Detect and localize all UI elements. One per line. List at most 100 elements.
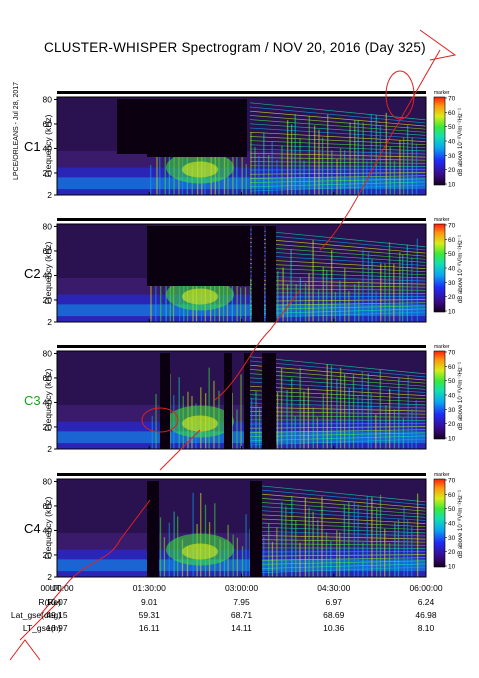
- y-tick-label: 80: [43, 221, 53, 231]
- colorbar-tick-label: 70: [448, 478, 456, 485]
- emission-stripe: [394, 522, 396, 577]
- harmonic-line: [249, 547, 427, 549]
- harmonic-lines: [249, 484, 427, 574]
- emission-stripe: [291, 377, 293, 449]
- colorbar-label: dB above 10⁻⁸V²m⁻²Hz⁻¹: [457, 108, 464, 176]
- harmonic-line: [249, 390, 427, 400]
- y-tick-label: 60: [43, 373, 53, 383]
- emission-stripe: [254, 146, 256, 195]
- stamp-letter-o: [385, 70, 415, 120]
- low-frequency-band: [57, 559, 426, 572]
- ephemeris-row: UT 00:00:00 01:30:00 03:00:00 04:30:00 06:00:…: [0, 583, 479, 595]
- emission-stripe: [361, 371, 363, 449]
- harmonic-line: [249, 169, 427, 171]
- harmonic-line: [249, 373, 427, 387]
- harmonic-line: [249, 492, 427, 509]
- emission-stripe: [384, 263, 386, 322]
- emission-stripe: [299, 542, 301, 577]
- emission-stripe: [151, 415, 153, 449]
- emission-stripe: [163, 537, 166, 577]
- harmonic-line: [249, 530, 427, 537]
- emission-stripe: [357, 119, 359, 195]
- colorbar-header: marker: [434, 344, 450, 350]
- emission-stripe: [236, 274, 238, 322]
- colorbar-tick-label: 30: [448, 535, 456, 542]
- ephemeris-value: 06:00:00: [409, 583, 443, 593]
- emission-stripe: [388, 542, 391, 577]
- panel-c4: 2 20 40 60 80 C4 Frequency (kHz) marker 10 20 30 40…: [24, 472, 464, 582]
- colorbar-tick-label: 50: [448, 506, 456, 513]
- emission-stripe: [330, 365, 333, 449]
- colorbar-tick-label: 60: [448, 237, 456, 244]
- harmonic-line: [249, 557, 427, 561]
- data-gap: [262, 353, 276, 449]
- ephemeris-value: 46.98: [415, 610, 437, 620]
- ephemeris-value: 59.31: [138, 610, 160, 620]
- colorbar: [433, 350, 446, 440]
- emission-stripe: [322, 266, 324, 322]
- ephemeris-value: 68.69: [323, 610, 345, 620]
- emission-stripe: [348, 290, 350, 322]
- emission-stripe: [263, 132, 265, 195]
- intense-emission-core: [182, 415, 218, 432]
- colorbar-tick-label: 20: [448, 421, 456, 428]
- harmonic-line: [249, 497, 427, 512]
- emission-stripe: [281, 145, 283, 195]
- emission-stripe: [357, 504, 359, 577]
- y-tick-label: 40: [43, 143, 53, 153]
- data-gap: [250, 481, 262, 577]
- emission-stripe: [393, 409, 396, 449]
- data-gap: [147, 226, 250, 286]
- emission-stripe: [299, 367, 301, 449]
- y-tick-label: 2: [47, 317, 52, 327]
- spectrogram-upper-band: [57, 479, 426, 533]
- data-gap: [244, 353, 250, 449]
- emission-stripe: [327, 114, 329, 195]
- y-axis-label: Frequency (kHz): [43, 114, 53, 177]
- colorbar-tick-label: 60: [448, 110, 456, 117]
- y-axis-label: Frequency (kHz): [43, 368, 53, 431]
- harmonic-lines: [249, 102, 427, 192]
- emission-stripe: [307, 387, 310, 449]
- emission-stripe: [232, 534, 234, 577]
- harmonic-line: [249, 429, 427, 433]
- emission-stripe: [286, 389, 288, 449]
- emission-stripe: [336, 378, 338, 449]
- harmonic-line: [249, 305, 427, 310]
- emission-stripe: [304, 282, 307, 322]
- emission-stripe: [227, 158, 229, 195]
- panel-label-c3: C3: [24, 393, 41, 408]
- emission-stripe: [312, 240, 314, 322]
- harmonic-line: [249, 275, 427, 282]
- emission-stripe: [399, 140, 401, 195]
- harmonic-line: [249, 175, 427, 179]
- harmonic-line: [249, 178, 427, 183]
- emission-stripe: [276, 159, 278, 195]
- stamp-stroke: [19, 49, 441, 641]
- ephemeris-row: Lat_gse(deg) 49.15 59.31 68.71 68.69 46.98: [0, 610, 479, 622]
- harmonic-line: [249, 110, 427, 127]
- colorbar-tick-label: 70: [448, 223, 456, 230]
- emission-stripe: [331, 250, 333, 322]
- harmonic-line: [249, 267, 427, 276]
- colorbar-tick-label: 50: [448, 124, 456, 131]
- ephemeris-value: 7.95: [233, 597, 250, 607]
- emission-stripe: [155, 394, 157, 449]
- emission-stripe: [326, 364, 328, 449]
- data-gap: [147, 99, 247, 157]
- harmonic-line: [249, 161, 427, 164]
- harmonic-line: [249, 131, 427, 142]
- colorbar-tick-label: 70: [448, 350, 456, 357]
- emission-stripe: [379, 125, 382, 195]
- emission-stripe: [295, 520, 297, 577]
- emission-stripe: [159, 130, 161, 195]
- y-tick-label: 60: [43, 501, 53, 511]
- harmonic-line: [249, 377, 427, 390]
- emission-stripe: [389, 146, 391, 195]
- emission-stripe: [155, 271, 157, 322]
- emission-stripe: [308, 115, 310, 195]
- harmonic-line: [249, 258, 427, 269]
- harmonic-line: [249, 501, 427, 515]
- y-axis-label: Frequency (kHz): [43, 496, 53, 559]
- harmonic-line: [249, 419, 427, 421]
